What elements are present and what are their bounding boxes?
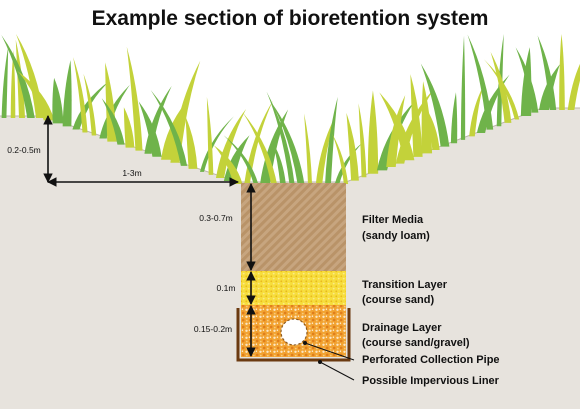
liner-callout-label: Possible Impervious Liner (362, 375, 500, 387)
drainage-layer-name: Drainage Layer (362, 322, 442, 334)
grass-blade (150, 89, 188, 166)
grass-blade (272, 103, 305, 184)
grass-blade (334, 141, 364, 184)
grass-illustration (1, 34, 580, 184)
grass-blade (126, 46, 143, 151)
grass-blade (101, 98, 125, 145)
diagram-title: Example section of bioretention system (92, 7, 489, 30)
perforated-pipe (280, 318, 308, 346)
grass-blade (83, 73, 97, 136)
grass-blade (266, 91, 295, 184)
grass-blade (223, 135, 259, 184)
transition-layer-detail: (course sand) (362, 294, 434, 306)
grass-blade (460, 35, 466, 140)
filter-media-name: Filter Media (362, 214, 424, 226)
grass-blade (537, 35, 557, 110)
transition-layer (241, 271, 346, 305)
grass-blade (304, 113, 313, 184)
grass-blade (515, 47, 539, 113)
pipe-leader-line (304, 342, 355, 361)
grass-blade (467, 34, 494, 130)
grass-blade (73, 57, 88, 133)
grass-blade (206, 96, 214, 175)
grass-blade (476, 74, 510, 134)
drainage-layer-detail: (course sand/gravel) (362, 337, 470, 349)
drainage-depth-label: 0.15-0.2m (194, 324, 232, 334)
grass-blade (421, 81, 433, 154)
grass-blade (367, 90, 379, 174)
grass-blade (450, 92, 458, 144)
impervious-liner (236, 308, 351, 362)
grass-blade (123, 107, 135, 148)
grass-blade (199, 116, 234, 172)
filter-depth-label: 0.3-0.7m (199, 213, 233, 223)
grass-blade (244, 100, 273, 184)
grass-blade (358, 103, 367, 178)
grass-blade (170, 60, 201, 163)
grass-blade (490, 51, 512, 123)
grass-blade (10, 49, 16, 118)
grass-blade (559, 34, 565, 110)
grass-blade (17, 71, 55, 121)
grass-blade (1, 46, 9, 118)
grass-blade (325, 96, 338, 184)
batter-height-label: 0.2-0.5m (7, 145, 41, 155)
pipe-leader-dot (303, 341, 307, 345)
grass-blade (242, 112, 277, 184)
filter-media-detail: (sandy loam) (362, 230, 430, 242)
grass-blade (386, 95, 406, 168)
grass-blade (410, 74, 423, 157)
liner-leader-line (319, 361, 355, 381)
grass-blade (469, 86, 484, 137)
pipe-callout-label: Perforated Collection Pipe (362, 354, 500, 366)
grass-blade (138, 101, 162, 157)
grass-blade (483, 59, 520, 120)
batter-width-label: 1-3m (122, 168, 141, 178)
transition-depth-label: 0.1m (217, 283, 236, 293)
grass-blade (185, 116, 198, 169)
grass-blade (426, 109, 440, 151)
grass-blade (346, 112, 359, 181)
grass-blade (379, 92, 415, 161)
grass-blade (420, 63, 450, 147)
grass-blade (213, 145, 243, 184)
liner-leader-dot (318, 360, 322, 364)
grass-blade (62, 60, 72, 127)
grass-blade (215, 109, 247, 178)
transition-layer-name: Transition Layer (362, 279, 448, 291)
grass-blade (1, 34, 35, 118)
grass-blade (52, 77, 64, 124)
grass-blade (332, 133, 349, 184)
grass-blade (567, 63, 580, 110)
filter-media-layer (241, 183, 346, 271)
grass-blade (272, 142, 286, 184)
